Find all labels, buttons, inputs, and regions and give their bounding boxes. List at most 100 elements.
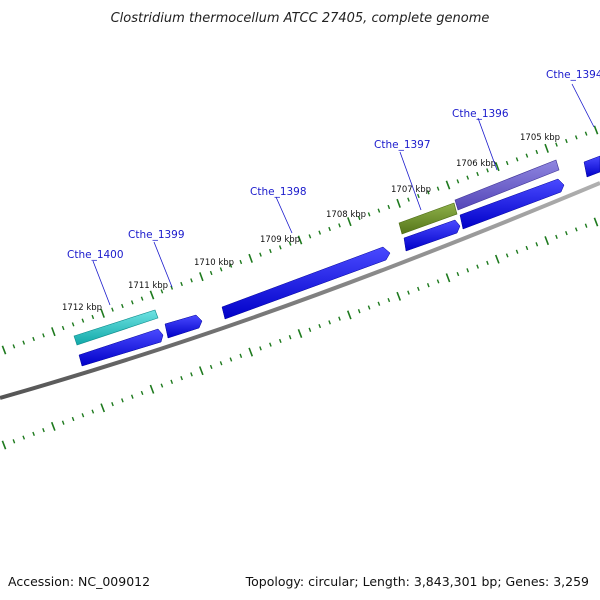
ruler-major-tick bbox=[346, 310, 352, 320]
ruler-minor-tick bbox=[121, 398, 124, 403]
ruler-major-tick bbox=[544, 236, 550, 246]
ruler-minor-tick bbox=[367, 305, 371, 310]
ruler-minor-tick bbox=[22, 340, 26, 345]
ruler-minor-tick bbox=[239, 259, 243, 265]
ruler-minor-tick bbox=[259, 346, 262, 351]
ruler-minor-tick bbox=[505, 253, 509, 258]
gene-feature-cthe-1396[interactable] bbox=[454, 159, 560, 211]
gene-label-cthe-1397[interactable]: Cthe_1397 bbox=[374, 139, 431, 151]
gene-label-cthe-1398[interactable]: Cthe_1398 bbox=[250, 186, 307, 198]
ruler-minor-tick bbox=[130, 300, 134, 305]
ruler-minor-tick bbox=[505, 160, 509, 166]
ruler-major-tick bbox=[51, 327, 56, 337]
ruler-major-tick bbox=[100, 403, 106, 413]
ruler-minor-tick bbox=[466, 175, 470, 180]
ruler-minor-tick bbox=[111, 307, 114, 312]
ruler-minor-tick bbox=[81, 413, 85, 418]
ruler-minor-tick bbox=[357, 309, 361, 314]
kbp-label-1707: 1707 kbp bbox=[391, 185, 431, 195]
ruler-minor-tick bbox=[574, 227, 578, 232]
kbp-label-1705: 1705 kbp bbox=[520, 133, 560, 143]
ruler-minor-tick bbox=[525, 245, 529, 251]
label-leader-line bbox=[275, 196, 293, 234]
ruler-major-tick bbox=[1, 440, 7, 450]
ruler-minor-tick bbox=[140, 296, 144, 301]
ruler-major-tick bbox=[544, 143, 549, 153]
ruler-minor-tick bbox=[584, 131, 588, 136]
ruler-minor-tick bbox=[229, 263, 233, 268]
ruler-minor-tick bbox=[12, 344, 16, 349]
ruler-minor-tick bbox=[436, 279, 440, 284]
ruler-minor-tick bbox=[278, 338, 282, 344]
ruler-minor-tick bbox=[486, 260, 489, 266]
ruler-minor-tick bbox=[160, 289, 164, 294]
accession-text: Accession: NC_009012 bbox=[8, 574, 150, 589]
map-title: Clostridium thermocellum ATCC 27405, com… bbox=[111, 11, 490, 26]
ruler-minor-tick bbox=[269, 248, 272, 254]
gene-feature-cthe-1397[interactable] bbox=[398, 202, 458, 235]
ruler-minor-tick bbox=[288, 241, 292, 246]
cds-arrow[interactable] bbox=[164, 314, 203, 339]
label-leader-line bbox=[153, 241, 173, 288]
ruler-major-tick bbox=[199, 272, 204, 282]
ruler-minor-tick bbox=[209, 270, 213, 276]
ruler-minor-tick bbox=[555, 234, 558, 239]
ruler-minor-tick bbox=[170, 285, 174, 290]
inner-tick-ruler bbox=[1, 217, 599, 450]
ruler-minor-tick bbox=[377, 208, 381, 213]
ruler-minor-tick bbox=[71, 322, 75, 327]
gene-label-cthe-1396[interactable]: Cthe_1396 bbox=[452, 108, 509, 120]
gene-label-cthe-1394[interactable]: Cthe_1394 bbox=[546, 69, 600, 81]
ruler-minor-tick bbox=[239, 353, 243, 358]
ruler-minor-tick bbox=[61, 325, 65, 331]
ruler-minor-tick bbox=[130, 394, 134, 399]
ruler-minor-tick bbox=[259, 252, 262, 257]
cds-arrow[interactable] bbox=[403, 219, 461, 252]
ruler-major-tick bbox=[100, 308, 105, 318]
cds-arrow[interactable] bbox=[459, 178, 565, 230]
ruler-minor-tick bbox=[170, 379, 174, 384]
ruler-minor-tick bbox=[209, 364, 213, 370]
ruler-minor-tick bbox=[535, 149, 539, 155]
gene-label-cthe-1400[interactable]: Cthe_1400 bbox=[67, 249, 124, 261]
cds-arrow[interactable] bbox=[583, 155, 600, 178]
ruler-minor-tick bbox=[417, 193, 420, 199]
ruler-minor-tick bbox=[190, 278, 193, 283]
ruler-minor-tick bbox=[426, 283, 430, 288]
cds-arrow[interactable] bbox=[78, 328, 164, 367]
ruler-minor-tick bbox=[407, 290, 410, 295]
ruler-major-tick bbox=[445, 180, 451, 190]
ruler-minor-tick bbox=[278, 245, 282, 250]
ruler-minor-tick bbox=[288, 335, 292, 340]
ruler-minor-tick bbox=[456, 179, 460, 184]
ruler-minor-tick bbox=[318, 230, 322, 235]
ruler-major-tick bbox=[297, 235, 303, 245]
ruler-minor-tick bbox=[555, 142, 558, 147]
genome-backbone bbox=[0, 181, 600, 400]
ruler-minor-tick bbox=[357, 215, 361, 221]
gene-label-cthe-1399[interactable]: Cthe_1399 bbox=[128, 229, 185, 241]
kbp-label-1708: 1708 kbp bbox=[326, 210, 366, 220]
ruler-minor-tick bbox=[190, 372, 193, 377]
ruler-minor-tick bbox=[308, 234, 312, 239]
ruler-minor-tick bbox=[525, 153, 529, 158]
cds-arrow[interactable] bbox=[221, 246, 391, 320]
ruler-major-tick bbox=[149, 290, 155, 300]
gene-feature-cthe-1400[interactable] bbox=[73, 309, 159, 346]
ruler-minor-tick bbox=[565, 231, 568, 236]
ruler-major-tick bbox=[198, 366, 204, 376]
ruler-minor-tick bbox=[32, 431, 35, 436]
ruler-major-tick bbox=[50, 421, 56, 431]
ruler-minor-tick bbox=[584, 223, 588, 228]
label-leader-line bbox=[477, 117, 498, 171]
ruler-minor-tick bbox=[328, 226, 331, 232]
ruler-major-tick bbox=[347, 217, 352, 227]
ruler-minor-tick bbox=[387, 297, 391, 303]
kbp-label-1710: 1710 kbp bbox=[194, 258, 234, 268]
ruler-minor-tick bbox=[417, 286, 420, 292]
ruler-major-tick bbox=[396, 291, 402, 301]
ruler-minor-tick bbox=[180, 281, 183, 287]
ruler-major-tick bbox=[495, 162, 500, 172]
ruler-minor-tick bbox=[436, 186, 440, 191]
